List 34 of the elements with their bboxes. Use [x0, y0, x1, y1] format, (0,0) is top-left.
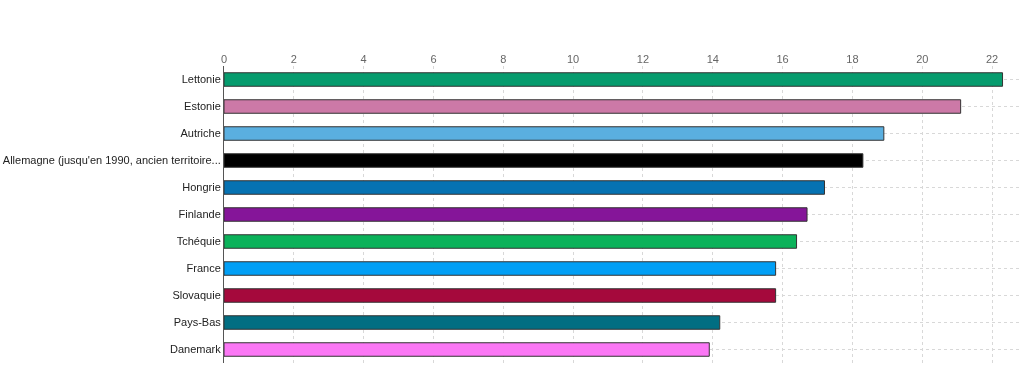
bar: [224, 72, 1004, 87]
y-tick-label: Hongrie: [182, 181, 221, 194]
bar: [224, 180, 825, 195]
x-tick-label: 14: [706, 52, 719, 65]
x-tick-label: 10: [566, 52, 580, 65]
bar: [224, 207, 808, 222]
x-tick-label: 20: [916, 52, 929, 65]
x-tick-label: 16: [776, 52, 789, 65]
y-tick-label: Lettonie: [181, 73, 221, 86]
x-tick-label: 18: [846, 52, 859, 65]
y-tick-label: Slovaquie: [172, 289, 221, 302]
x-tick-label: 4: [360, 52, 367, 65]
y-tick-label: Pays-Bas: [173, 316, 222, 329]
y-tick-label: Danemark: [170, 343, 222, 356]
bar: [224, 153, 864, 168]
x-tick-label: 0: [220, 52, 228, 65]
y-tick-label: Finlande: [178, 208, 221, 221]
bar: [224, 315, 721, 330]
x-tick-label: 22: [985, 52, 999, 65]
y-tick-label: Autriche: [180, 127, 221, 140]
y-tick-label: Tchéquie: [176, 235, 221, 248]
x-tick-label: 6: [430, 52, 437, 65]
bar: [224, 342, 710, 357]
y-tick-label: Estonie: [184, 100, 221, 113]
bar: [224, 126, 885, 141]
x-tick-label: 8: [500, 52, 507, 65]
x-tick-label: 12: [636, 52, 650, 65]
bar: [224, 234, 798, 249]
bar: [224, 99, 962, 114]
bar: [224, 288, 777, 303]
bar: [224, 261, 777, 276]
y-tick-label: Allemagne (jusqu'en 1990, ancien territoire...: [2, 154, 221, 167]
y-tick-label: France: [186, 262, 221, 275]
x-tick-label: 2: [290, 52, 297, 65]
